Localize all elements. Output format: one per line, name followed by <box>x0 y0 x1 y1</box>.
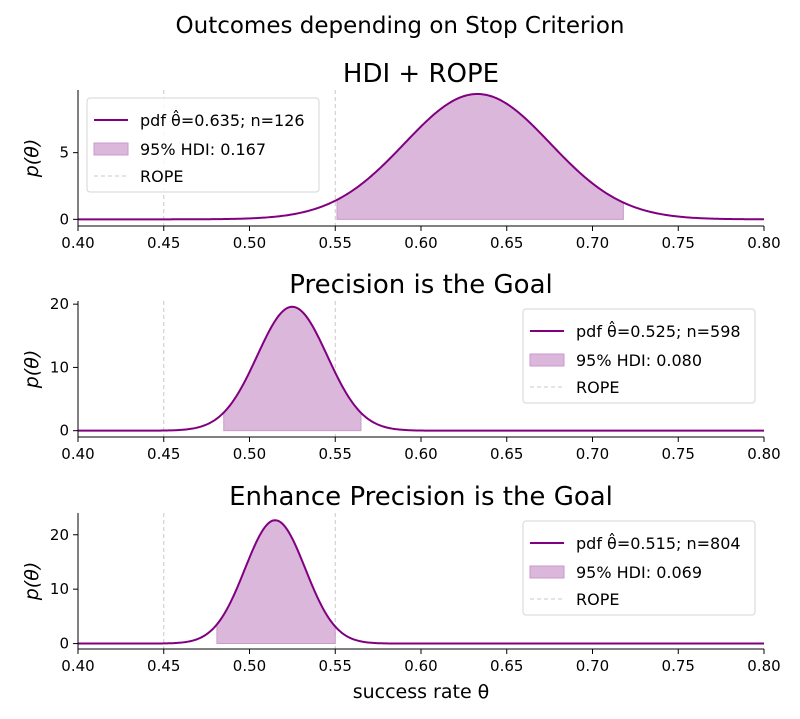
y-tick-label: 10 <box>50 358 69 376</box>
x-tick-label: 0.80 <box>747 445 780 463</box>
panel-3: Enhance Precision is the Goal 0.40 0.45 0.5… <box>21 482 781 703</box>
x-tick-label: 0.40 <box>61 657 94 675</box>
y-axis-label: p(θ) <box>21 562 43 602</box>
legend-hdi-swatch <box>529 565 565 579</box>
legend-entry-label: pdf θ̂=0.515; n=804 <box>576 533 741 553</box>
x-tick-label: 0.50 <box>233 234 266 252</box>
y-tick-label: 0 <box>59 422 69 440</box>
x-tick-label: 0.75 <box>662 234 695 252</box>
y-tick-label: 20 <box>50 295 69 313</box>
legend-entry-label: 95% HDI: 0.167 <box>140 140 266 159</box>
pdf-line <box>78 305 764 432</box>
x-tick-label: 0.65 <box>490 657 523 675</box>
legend: pdf θ̂=0.635; n=126 95% HDI: 0.167 ROPE <box>86 97 320 193</box>
legend-entry-label: 95% HDI: 0.069 <box>576 563 702 582</box>
y-axis-label: p(θ) <box>21 139 43 179</box>
legend: pdf θ̂=0.515; n=804 95% HDI: 0.069 ROPE <box>522 520 756 616</box>
x-tick-label: 0.70 <box>576 234 609 252</box>
legend-entry-label: ROPE <box>576 590 619 609</box>
x-tick-label: 0.75 <box>662 445 695 463</box>
x-tick-label: 0.55 <box>319 445 352 463</box>
x-tick-label: 0.45 <box>147 234 180 252</box>
figure-title: Outcomes depending on Stop Criterion <box>176 13 625 39</box>
x-tick-label: 0.50 <box>233 445 266 463</box>
panel-1: HDI + ROPE 0.40 0.45 0.50 0.55 0.60 0.65 0.70 0.… <box>21 59 781 252</box>
pdf-line <box>78 519 764 645</box>
y-tick-label: 5 <box>59 144 69 162</box>
x-tick-label: 0.45 <box>147 445 180 463</box>
legend-entry-label: ROPE <box>576 378 619 397</box>
legend-entry-label: 95% HDI: 0.080 <box>576 351 702 370</box>
x-tick-label: 0.60 <box>404 657 437 675</box>
x-tick-label: 0.60 <box>404 234 437 252</box>
hdi-area <box>336 93 624 220</box>
x-tick-label: 0.55 <box>319 657 352 675</box>
hdi-area <box>223 306 362 432</box>
panel-title: HDI + ROPE <box>343 59 499 89</box>
x-tick-label: 0.40 <box>61 234 94 252</box>
x-tick-label: 0.55 <box>319 234 352 252</box>
panel-title: Enhance Precision is the Goal <box>229 482 613 512</box>
legend-entry-label: ROPE <box>140 167 183 186</box>
y-tick-label: 0 <box>59 210 69 228</box>
legend: pdf θ̂=0.525; n=598 95% HDI: 0.080 ROPE <box>522 308 756 404</box>
panels: HDI + ROPE 0.40 0.45 0.50 0.55 0.60 0.65 0.70 0.… <box>21 59 781 703</box>
legend-entry-label: pdf θ̂=0.525; n=598 <box>576 321 741 341</box>
x-axis-label: success rate θ <box>353 681 490 703</box>
panel-2: Precision is the Goal 0.40 0.45 0.50 0.55 0.6… <box>21 270 781 463</box>
x-tick-label: 0.50 <box>233 657 266 675</box>
x-tick-label: 0.65 <box>490 234 523 252</box>
panel-title: Precision is the Goal <box>289 270 552 300</box>
x-tick-label: 0.80 <box>747 234 780 252</box>
x-tick-label: 0.75 <box>662 657 695 675</box>
legend-box <box>86 97 320 193</box>
x-tick-label: 0.70 <box>576 445 609 463</box>
y-tick-label: 20 <box>50 526 69 544</box>
x-tick-label: 0.70 <box>576 657 609 675</box>
x-tick-label: 0.45 <box>147 657 180 675</box>
pdf-line <box>78 92 765 221</box>
x-tick-label: 0.80 <box>747 657 780 675</box>
legend-hdi-swatch <box>93 142 129 156</box>
legend-box <box>522 520 756 616</box>
legend-entry-label: pdf θ̂=0.635; n=126 <box>140 110 305 130</box>
x-tick-label: 0.40 <box>61 445 94 463</box>
hdi-area <box>216 519 336 645</box>
legend-box <box>522 308 756 404</box>
legend-hdi-swatch <box>529 353 565 367</box>
y-axis-label: p(θ) <box>21 350 43 390</box>
y-tick-label: 0 <box>59 635 69 653</box>
x-tick-label: 0.60 <box>404 445 437 463</box>
y-tick-label: 10 <box>50 580 69 598</box>
x-tick-label: 0.65 <box>490 445 523 463</box>
